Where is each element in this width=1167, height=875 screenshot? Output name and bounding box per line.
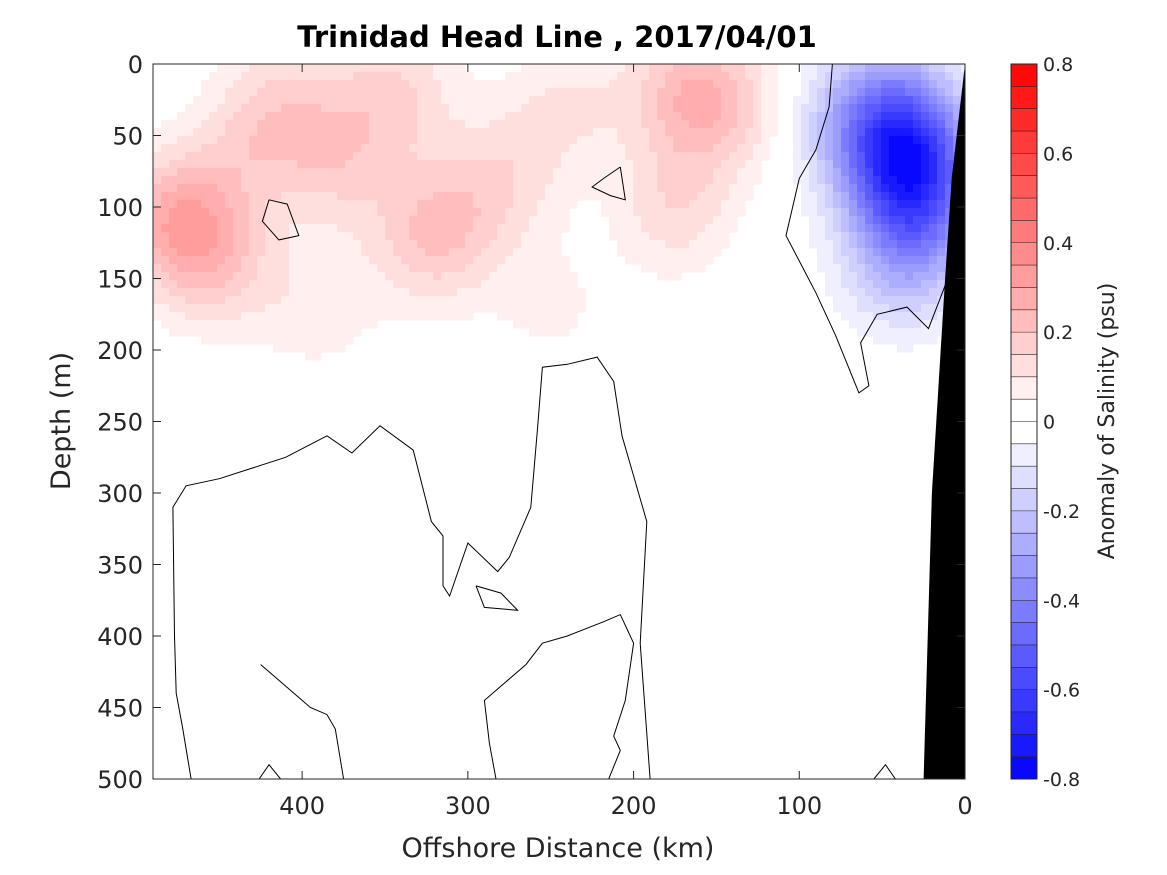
x-tick-label: 400 [279,792,325,820]
colorbar-band [1011,86,1037,109]
colorbar-band [1011,667,1037,690]
colorbar-band [1011,399,1037,422]
zero-contour-lines [172,64,956,779]
colorbar-band [1011,64,1037,87]
colorbar-band [1011,488,1037,512]
colorbar-tick-label: 0.2 [1043,322,1073,344]
y-tick-label: 200 [97,337,143,365]
contour-line-0 [785,64,956,394]
x-tick-label: 0 [957,792,972,820]
colorbar-band [1011,220,1037,244]
x-tick-label: 100 [776,792,822,820]
y-tick-label: 250 [97,409,143,437]
colorbar-band [1011,510,1037,534]
x-axis: 400 300 200 100 0 [279,64,973,820]
y-tick-label: 500 [97,766,143,794]
contour-line-3 [172,356,651,779]
y-tick-label: 50 [112,123,143,151]
colorbar-band [1011,198,1037,221]
colorbar-tick-label: 0.4 [1043,233,1073,255]
colorbar-band [1011,131,1037,154]
colorbar-band [1011,332,1037,355]
colorbar-tick-label: -0.4 [1043,590,1080,612]
colorbar-tick-label: -0.2 [1043,501,1080,523]
colorbar-band [1011,622,1037,646]
y-axis: 0 50 100 150 200 250 300 350 400 450 500 [97,51,965,794]
colorbar-band [1011,376,1037,400]
x-tick-label: 300 [445,792,491,820]
y-axis-label: Depth (m) [46,352,77,490]
colorbar-band [1011,354,1037,378]
colorbar-band [1011,555,1037,579]
y-tick-label: 450 [97,695,143,723]
y-tick-label: 400 [97,623,143,651]
contour-line-4 [475,585,519,611]
colorbar-band [1011,577,1037,601]
colorbar-tick-label: 0 [1043,412,1055,434]
colorbar-band [1011,108,1037,132]
colorbar-label: Anomaly of Salinity (psu) [1095,283,1120,560]
contour-line-6 [258,763,281,779]
colorbar-frame [1010,63,1038,780]
y-tick-label: 150 [97,266,143,294]
x-tick-label: 200 [611,792,657,820]
colorbar-band [1011,533,1037,556]
bathymetry-mask [923,64,965,779]
colorbar-band [1011,600,1037,623]
colorbar-tick-label: 0.8 [1043,54,1073,76]
colorbar-band [1011,443,1037,467]
contour-line-8 [873,763,896,779]
y-tick-label: 350 [97,552,143,580]
colorbar: 0.8 0.6 0.4 0.2 0 -0.2 -0.4 -0.6 -0.8 [1010,54,1080,791]
colorbar-band [1011,421,1037,445]
colorbar-band [1011,644,1037,668]
colorbar-band [1011,309,1037,333]
colorbar-band [1011,287,1037,311]
contour-line-5 [483,613,635,779]
chart-title: Trinidad Head Line , 2017/04/01 [297,20,817,54]
y-tick-label: 100 [97,194,143,222]
y-tick-label: 0 [128,51,143,79]
colorbar-band [1011,175,1037,199]
anomaly-field [153,64,965,361]
colorbar-band [1011,756,1037,780]
colorbar-band [1011,466,1037,489]
colorbar-band [1011,265,1037,288]
colorbar-band [1011,242,1037,266]
colorbar-band [1011,153,1037,177]
colorbar-band [1011,734,1037,757]
colorbar-band [1011,689,1037,713]
colorbar-tick-label: -0.6 [1043,680,1080,702]
y-tick-label: 300 [97,480,143,508]
contour-line-1 [261,199,300,241]
colorbar-band [1011,711,1037,735]
contour-line-7 [260,664,345,779]
colorbar-tick-label: -0.8 [1043,769,1080,791]
contour-line-2 [591,166,626,201]
colorbar-tick-label: 0.6 [1043,143,1073,165]
x-axis-label: Offshore Distance (km) [402,833,715,864]
